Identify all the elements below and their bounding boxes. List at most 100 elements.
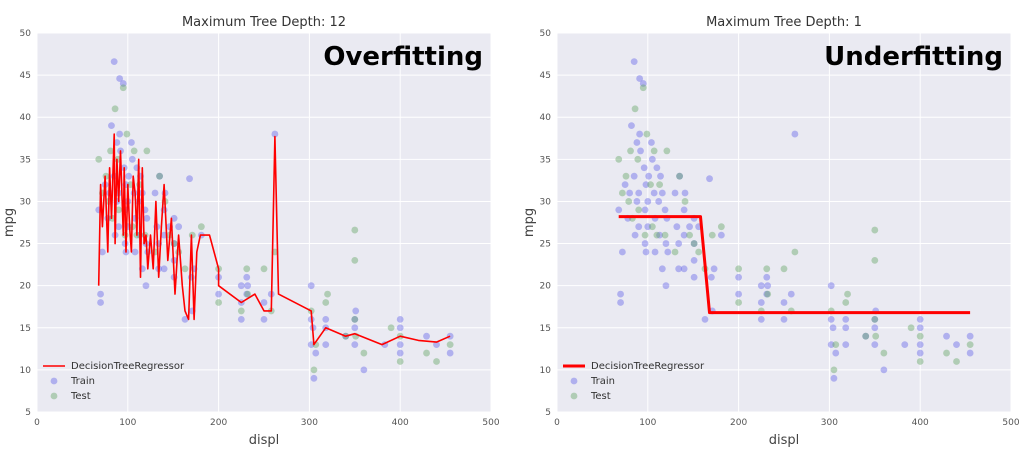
train-point — [763, 290, 771, 298]
test-point — [695, 248, 703, 256]
train-point — [98, 248, 106, 256]
legend-label-model: DecisionTreeRegressor — [71, 361, 185, 372]
test-point — [119, 84, 127, 92]
legend-label-test: Test — [590, 391, 611, 402]
test-point — [791, 248, 799, 256]
test-point — [446, 341, 454, 349]
train-point — [916, 324, 924, 332]
train-point — [832, 349, 840, 357]
train-point — [635, 223, 643, 231]
train-point — [639, 80, 647, 87]
test-point — [351, 226, 359, 234]
train-point — [637, 147, 644, 155]
train-point — [655, 198, 663, 205]
test-point — [351, 257, 359, 264]
train-point — [645, 172, 653, 180]
train-point — [260, 315, 268, 323]
train-point — [271, 130, 279, 138]
test-point — [871, 226, 879, 234]
train-point — [966, 332, 974, 340]
test-point — [676, 172, 683, 180]
train-point — [446, 349, 454, 357]
y-tick-label: 50 — [20, 29, 32, 39]
test-point — [351, 315, 359, 323]
regressor-line — [618, 215, 971, 315]
test-point — [639, 84, 647, 92]
train-point — [116, 75, 124, 82]
x-tick-label: 200 — [730, 418, 747, 428]
train-point — [635, 189, 643, 197]
legend-test-swatch — [50, 392, 58, 400]
train-point — [829, 324, 837, 332]
train-point — [680, 206, 688, 214]
y-tick-label: 35 — [20, 155, 31, 165]
y-axis-label: mpg — [522, 208, 537, 237]
plot-area — [37, 33, 491, 412]
test-point — [107, 147, 114, 155]
y-tick-label: 25 — [540, 240, 551, 250]
test-point — [627, 147, 634, 155]
test-point — [260, 265, 268, 273]
train-point — [312, 349, 320, 357]
legend-test-swatch — [570, 392, 578, 400]
train-point — [260, 299, 268, 306]
test-point — [625, 198, 633, 205]
test-point — [622, 172, 630, 180]
test-point — [130, 147, 138, 155]
train-point — [143, 214, 151, 222]
train-point — [116, 130, 124, 138]
test-point — [872, 332, 880, 340]
train-point — [680, 265, 688, 273]
train-point — [187, 273, 195, 281]
train-point — [757, 315, 765, 323]
train-point — [360, 366, 368, 374]
train-point — [633, 198, 641, 205]
test-point — [433, 358, 440, 365]
train-point — [186, 175, 193, 183]
test-point — [661, 231, 669, 239]
x-tick-label: 300 — [301, 418, 318, 428]
test-point — [907, 324, 915, 332]
test-point — [123, 130, 131, 138]
train-point — [648, 155, 656, 163]
train-point — [671, 189, 679, 197]
train-point — [621, 181, 629, 189]
train-point — [307, 282, 315, 290]
train-point — [243, 290, 251, 298]
train-point — [352, 307, 360, 315]
train-point — [110, 58, 118, 66]
legend-label-train: Train — [590, 376, 615, 387]
train-point — [97, 290, 104, 298]
test-point — [916, 332, 924, 340]
test-point — [181, 265, 189, 273]
train-point — [681, 189, 689, 197]
train-point — [115, 223, 123, 231]
train-point — [131, 248, 139, 256]
train-point — [175, 223, 183, 231]
train-point — [396, 349, 404, 357]
train-point — [237, 282, 245, 290]
train-point — [701, 315, 709, 323]
train-point — [943, 332, 950, 340]
train-point — [686, 223, 693, 231]
test-point — [643, 130, 651, 138]
train-point — [119, 80, 127, 87]
train-point — [243, 273, 251, 281]
train-point — [827, 341, 835, 349]
y-tick-label: 30 — [540, 197, 552, 207]
train-point — [791, 130, 799, 138]
test-point — [197, 223, 205, 231]
train-point — [630, 58, 638, 66]
test-point — [681, 198, 689, 205]
train-point — [97, 299, 104, 306]
test-point — [862, 332, 870, 340]
train-point — [244, 282, 252, 290]
train-point — [842, 315, 850, 323]
legend: DecisionTreeRegressor Train Test — [563, 361, 705, 402]
train-point — [764, 282, 772, 290]
regressor-line — [97, 133, 451, 346]
train-point — [871, 315, 879, 323]
y-tick-label: 45 — [20, 71, 31, 81]
test-point — [244, 290, 252, 298]
